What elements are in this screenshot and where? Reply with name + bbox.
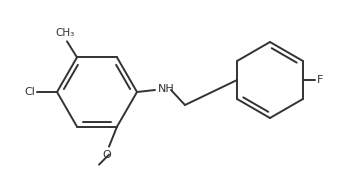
Text: NH: NH <box>158 84 175 94</box>
Text: O: O <box>103 150 111 160</box>
Text: F: F <box>317 75 323 85</box>
Text: CH₃: CH₃ <box>55 28 75 38</box>
Text: Cl: Cl <box>24 87 35 97</box>
